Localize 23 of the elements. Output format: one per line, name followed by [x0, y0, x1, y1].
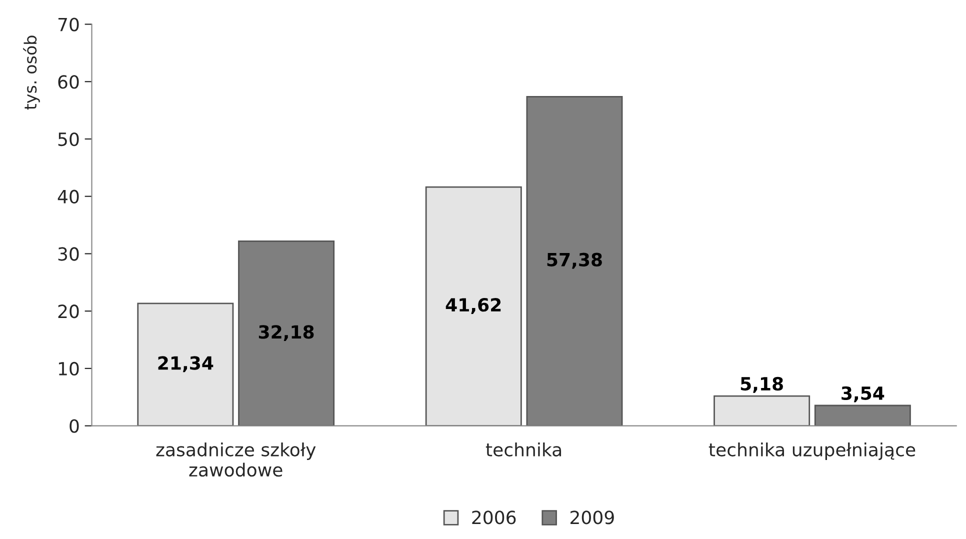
y-tick-label: 50	[58, 132, 79, 146]
x-tick-label: zasadnicze szkoły zawodowe	[156, 442, 316, 477]
data-label: 32,18	[258, 325, 314, 342]
bar	[425, 186, 522, 426]
y-axis-title: tys. osób	[23, 36, 40, 110]
y-tick-label: 0	[70, 419, 79, 433]
y-tick-label: 60	[58, 75, 79, 89]
x-tick-label: technika uzupełniające	[708, 442, 916, 460]
y-tick-label: 30	[58, 247, 79, 261]
y-tick-label: 10	[58, 362, 79, 376]
x-tick-label: technika	[486, 442, 562, 456]
data-label: 57,38	[547, 252, 602, 269]
data-label: 41,62	[446, 298, 501, 314]
data-label: 21,34	[158, 356, 214, 372]
legend-label: 2009	[570, 510, 614, 524]
data-label: 5,18	[740, 376, 783, 393]
y-tick-label: 20	[58, 304, 79, 318]
y-tick-label: 40	[58, 190, 79, 204]
legend-label: 2006	[472, 510, 516, 524]
bar	[714, 395, 810, 426]
bar	[137, 302, 234, 426]
data-label: 3,54	[842, 386, 884, 402]
y-tick-label: 70	[58, 18, 79, 32]
